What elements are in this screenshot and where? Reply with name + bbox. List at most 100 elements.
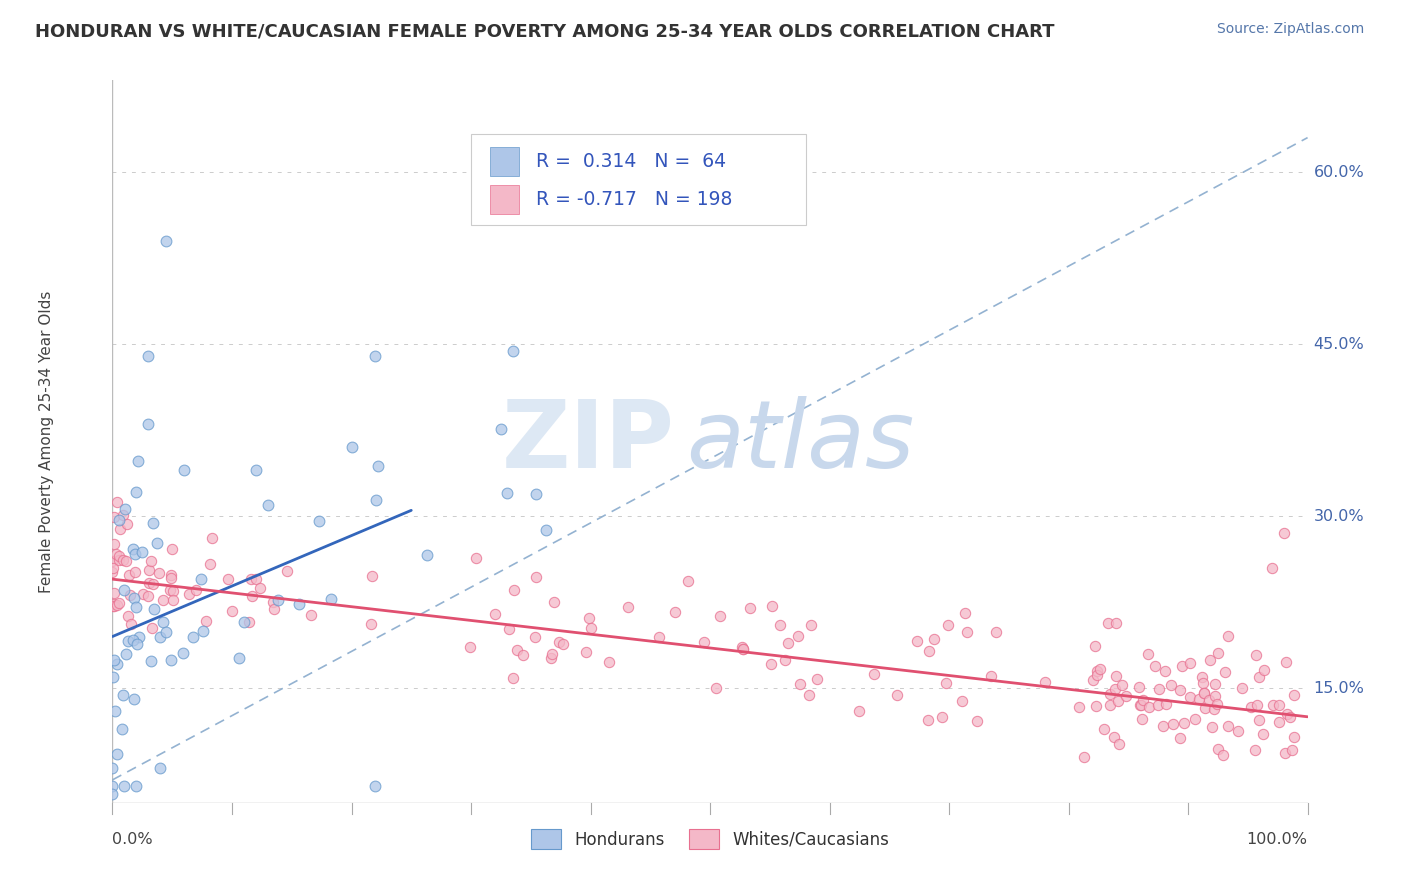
Point	[132, 587, 155, 601]
Point	[160, 653, 183, 667]
Point	[122, 591, 145, 605]
Point	[905, 634, 928, 648]
Point	[122, 542, 145, 557]
Point	[101, 670, 124, 684]
Point	[1099, 698, 1122, 712]
Point	[101, 779, 124, 793]
Point	[340, 440, 363, 454]
Point	[367, 458, 389, 473]
Point	[489, 422, 512, 436]
Point	[111, 722, 134, 736]
Point	[177, 587, 200, 601]
Point	[1128, 680, 1150, 694]
Legend: Hondurans, Whites/Caucasians: Hondurans, Whites/Caucasians	[530, 830, 890, 848]
Point	[146, 536, 169, 550]
Point	[955, 606, 977, 620]
Point	[105, 747, 128, 761]
Point	[1249, 713, 1271, 727]
Point	[104, 704, 127, 718]
Point	[799, 617, 821, 632]
Point	[1261, 698, 1284, 713]
Point	[1249, 670, 1271, 684]
Point	[112, 689, 135, 703]
Point	[761, 599, 783, 613]
Point	[1130, 712, 1153, 726]
Point	[190, 572, 212, 586]
Point	[935, 676, 957, 690]
Point	[956, 625, 979, 640]
Point	[541, 648, 564, 662]
Point	[1204, 702, 1226, 716]
Point	[124, 547, 146, 561]
Point	[233, 615, 256, 630]
Point	[173, 463, 195, 477]
Point	[848, 705, 870, 719]
Point	[194, 614, 217, 628]
Point	[118, 567, 141, 582]
Point	[138, 349, 160, 363]
Point	[1216, 719, 1239, 733]
Point	[1268, 698, 1291, 712]
Point	[1281, 743, 1303, 757]
Point	[1085, 665, 1108, 679]
Point	[524, 487, 547, 501]
Point	[105, 495, 128, 509]
Point	[364, 779, 387, 793]
Point	[142, 516, 165, 531]
Text: HONDURAN VS WHITE/CAUCASIAN FEMALE POVERTY AMONG 25-34 YEAR OLDS CORRELATION CHA: HONDURAN VS WHITE/CAUCASIAN FEMALE POVER…	[35, 22, 1054, 40]
Point	[257, 498, 280, 512]
Point	[579, 621, 602, 635]
Point	[1115, 690, 1137, 704]
Point	[1168, 683, 1191, 698]
Point	[931, 710, 953, 724]
Point	[201, 531, 224, 545]
Point	[1136, 647, 1159, 661]
Text: 45.0%: 45.0%	[1313, 336, 1364, 351]
Point	[114, 501, 136, 516]
FancyBboxPatch shape	[471, 135, 806, 225]
Point	[731, 641, 754, 656]
Point	[1272, 526, 1295, 541]
Point	[139, 554, 162, 568]
Point	[1168, 731, 1191, 745]
Point	[267, 593, 290, 607]
Point	[319, 591, 342, 606]
Point	[1146, 698, 1168, 712]
Point	[1161, 717, 1184, 731]
Point	[1199, 653, 1222, 667]
Point	[105, 547, 128, 561]
Point	[1206, 646, 1229, 660]
Point	[769, 618, 792, 632]
Point	[416, 549, 439, 563]
Point	[692, 635, 714, 649]
Point	[502, 344, 524, 359]
Point	[1188, 692, 1211, 706]
FancyBboxPatch shape	[491, 147, 519, 176]
Point	[731, 640, 754, 654]
Point	[548, 635, 571, 649]
Point	[936, 617, 959, 632]
Point	[101, 560, 124, 574]
Point	[148, 566, 170, 581]
Point	[1198, 693, 1220, 707]
Point	[598, 655, 620, 669]
Point	[512, 648, 534, 662]
Point	[1246, 698, 1268, 713]
Point	[103, 653, 125, 667]
Point	[191, 624, 214, 639]
Point	[526, 569, 548, 583]
Point	[245, 463, 267, 477]
Point	[101, 761, 124, 775]
Point	[676, 574, 699, 589]
Point	[1178, 690, 1201, 705]
Point	[1033, 675, 1056, 690]
Point	[108, 522, 131, 536]
Point	[124, 566, 146, 580]
Point	[506, 642, 529, 657]
Point	[1132, 693, 1154, 707]
Point	[361, 569, 384, 583]
Point	[112, 582, 135, 597]
Point	[1192, 686, 1215, 700]
Point	[117, 608, 139, 623]
Point	[184, 583, 207, 598]
